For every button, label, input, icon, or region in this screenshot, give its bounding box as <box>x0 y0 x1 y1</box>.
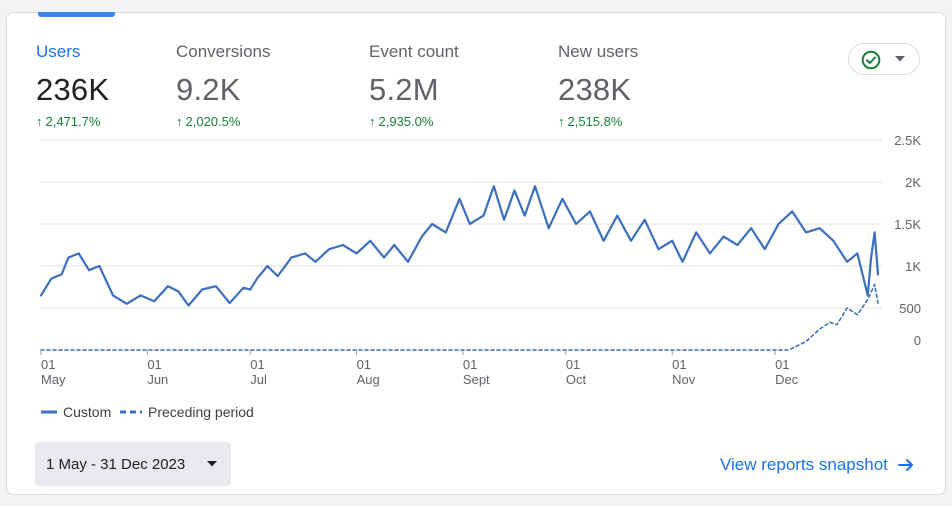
active-tab-indicator <box>38 12 115 17</box>
metric-value: 9.2K <box>176 72 241 107</box>
metric-event-count[interactable]: Event count 5.2M ↑ 2,935.0% <box>369 42 459 129</box>
y-tick-label: 500 <box>899 301 921 316</box>
y-tick-label: 2K <box>905 175 921 190</box>
check-circle-icon <box>861 50 881 70</box>
y-tick-label: 1.5K <box>894 217 921 232</box>
analytics-card <box>6 12 946 495</box>
legend-item-custom[interactable]: Custom <box>41 404 111 420</box>
x-tick-month: Sept <box>463 372 490 387</box>
x-tick-day: 01 <box>41 357 55 372</box>
legend-item-preceding[interactable]: Preceding period <box>120 404 254 420</box>
x-tick-day: 01 <box>147 357 161 372</box>
caret-down-icon <box>207 461 217 467</box>
legend-swatch-dashed <box>120 410 142 414</box>
x-tick-day: 01 <box>672 357 686 372</box>
legend-swatch-solid <box>41 410 57 414</box>
x-tick-month: Jul <box>250 372 267 387</box>
y-tick-label: 2.5K <box>894 133 921 148</box>
arrow-up-icon: ↑ <box>558 114 565 129</box>
x-axis: 01May01Jun01Jul01Aug01Sept01Oct01Nov01De… <box>40 350 799 387</box>
arrow-up-icon: ↑ <box>36 114 43 129</box>
y-axis: 0 500 1K 1.5K 2K 2.5K <box>894 133 921 348</box>
metric-change: ↑ 2,020.5% <box>176 114 271 129</box>
series-line-preceding <box>40 283 879 351</box>
chart-series <box>39 185 880 351</box>
metric-change-value: 2,935.0% <box>378 114 434 129</box>
metric-users[interactable]: Users 236K ↑ 2,471.7% <box>36 42 109 129</box>
view-link-label: View reports snapshot <box>720 455 888 474</box>
metric-conversions[interactable]: Conversions 9.2K ↑ 2,020.5% <box>176 42 271 129</box>
metric-name: Conversions <box>176 42 271 61</box>
arrow-right-icon <box>897 459 913 471</box>
x-tick-month: Aug <box>357 372 380 387</box>
date-range-label: 1 May - 31 Dec 2023 <box>46 456 186 473</box>
x-tick-day: 01 <box>250 357 264 372</box>
legend-label: Custom <box>63 404 112 420</box>
arrow-up-icon: ↑ <box>369 114 376 129</box>
date-range-button[interactable]: 1 May - 31 Dec 2023 <box>35 442 231 486</box>
y-tick-label: 1K <box>905 259 921 274</box>
x-tick-month: Oct <box>566 372 587 387</box>
y-tick-label: 0 <box>914 333 921 348</box>
x-tick-day: 01 <box>357 357 371 372</box>
metric-name: Users <box>36 42 81 61</box>
status-dropdown-button[interactable] <box>848 43 920 75</box>
metric-value: 236K <box>36 72 110 107</box>
x-tick-day: 01 <box>775 357 789 372</box>
view-reports-snapshot-link[interactable]: View reports snapshot <box>720 455 914 475</box>
arrow-up-icon: ↑ <box>176 114 183 129</box>
caret-down-icon <box>895 56 905 62</box>
x-tick-month: May <box>41 372 66 387</box>
metric-change: ↑ 2,515.8% <box>558 114 638 129</box>
x-tick-month: Dec <box>775 372 799 387</box>
x-tick-month: Nov <box>672 372 696 387</box>
metric-value: 238K <box>558 72 632 107</box>
metric-change: ↑ 2,935.0% <box>369 114 459 129</box>
metric-change-value: 2,020.5% <box>185 114 241 129</box>
x-tick-day: 01 <box>566 357 580 372</box>
x-tick-day: 01 <box>463 357 477 372</box>
series-line-custom <box>39 185 880 307</box>
x-tick-month: Jun <box>147 372 168 387</box>
metric-value: 5.2M <box>369 72 439 107</box>
chart-grid <box>41 139 882 309</box>
legend-label: Preceding period <box>148 404 254 420</box>
metric-change-value: 2,515.8% <box>567 114 623 129</box>
metric-new-users[interactable]: New users 238K ↑ 2,515.8% <box>558 42 638 129</box>
metric-name: Event count <box>369 42 459 61</box>
metric-change-value: 2,471.7% <box>45 114 101 129</box>
metric-name: New users <box>558 42 639 61</box>
metric-change: ↑ 2,471.7% <box>36 114 109 129</box>
